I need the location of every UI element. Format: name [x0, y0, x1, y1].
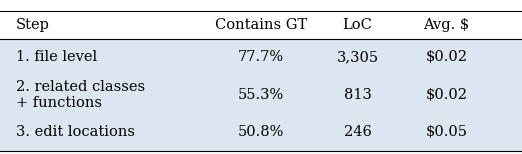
- Text: 1. file level: 1. file level: [16, 50, 97, 64]
- Text: 77.7%: 77.7%: [238, 50, 284, 64]
- Bar: [0, 113, 522, 151]
- Text: 813: 813: [343, 88, 372, 102]
- Text: Step: Step: [16, 18, 50, 32]
- Text: 50.8%: 50.8%: [238, 125, 284, 139]
- Text: 3. edit locations: 3. edit locations: [16, 125, 135, 139]
- Text: 3,305: 3,305: [337, 50, 378, 64]
- Text: 2. related classes
+ functions: 2. related classes + functions: [16, 80, 145, 110]
- Text: Contains GT: Contains GT: [215, 18, 307, 32]
- Text: $0.02: $0.02: [425, 50, 467, 64]
- Text: 246: 246: [343, 125, 372, 139]
- Text: Avg. $: Avg. $: [423, 18, 469, 32]
- Text: $0.05: $0.05: [425, 125, 467, 139]
- Text: LoC: LoC: [342, 18, 373, 32]
- Bar: [0, 76, 522, 113]
- Bar: [0, 38, 522, 76]
- Text: 55.3%: 55.3%: [238, 88, 284, 102]
- Text: $0.02: $0.02: [425, 88, 467, 102]
